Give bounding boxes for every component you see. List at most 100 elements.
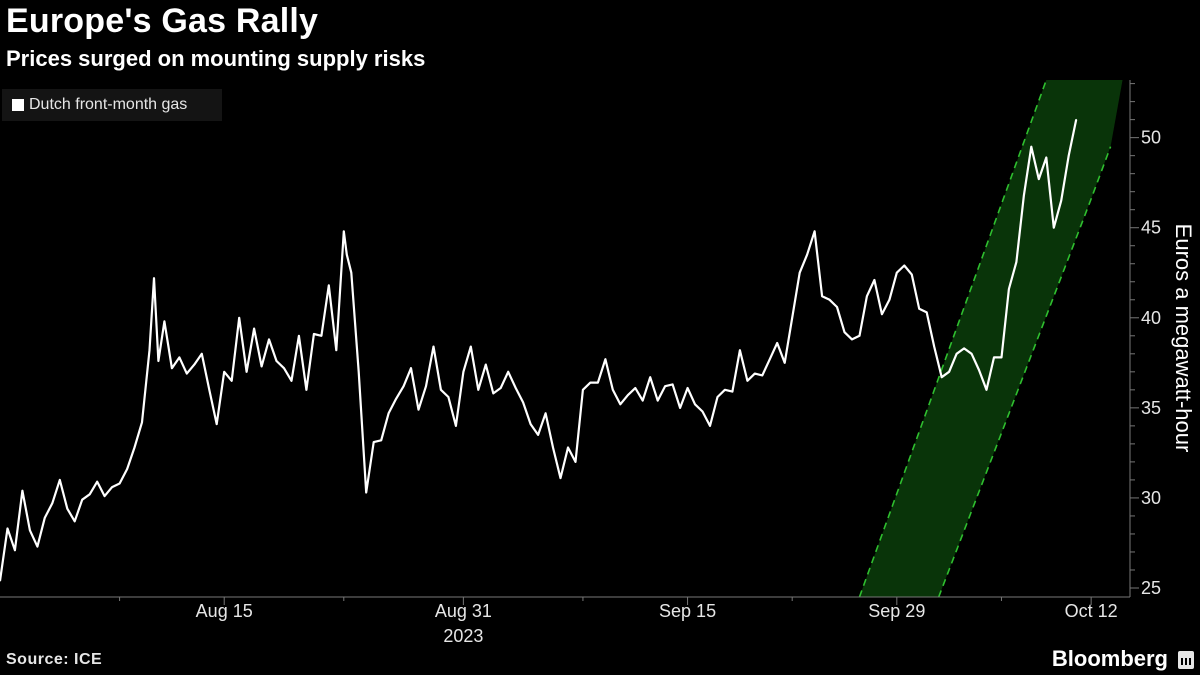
data-point bbox=[619, 403, 622, 406]
data-point bbox=[126, 468, 128, 470]
data-point bbox=[432, 345, 435, 348]
data-point bbox=[1015, 261, 1018, 263]
data-point bbox=[529, 423, 532, 425]
data-point bbox=[791, 316, 793, 319]
data-point bbox=[36, 545, 39, 548]
data-point bbox=[171, 367, 173, 370]
data-point bbox=[51, 502, 54, 505]
data-point bbox=[387, 412, 390, 415]
data-point bbox=[163, 320, 166, 323]
data-point bbox=[709, 425, 711, 427]
source-note: Source: ICE bbox=[6, 651, 103, 668]
data-point bbox=[813, 230, 816, 233]
data-point bbox=[462, 371, 465, 373]
data-point bbox=[111, 486, 113, 488]
data-point bbox=[664, 385, 666, 388]
data-point bbox=[522, 401, 524, 404]
data-point bbox=[776, 342, 779, 344]
data-point bbox=[821, 295, 823, 297]
data-point bbox=[589, 381, 592, 384]
x-tick-label: Sep 15 bbox=[659, 601, 716, 621]
trend-band-lower-edge bbox=[937, 146, 1112, 597]
data-point bbox=[985, 389, 988, 391]
data-point bbox=[103, 495, 106, 497]
data-point bbox=[881, 313, 883, 315]
data-point bbox=[612, 389, 614, 391]
data-point bbox=[559, 477, 562, 479]
data-point bbox=[335, 349, 338, 352]
data-point bbox=[305, 389, 308, 391]
trend-band-upper-edge bbox=[858, 80, 1048, 597]
data-point bbox=[260, 365, 263, 368]
x-tick-label: Aug 31 bbox=[435, 601, 492, 621]
data-point bbox=[395, 398, 397, 400]
data-point bbox=[552, 446, 554, 449]
data-point bbox=[903, 264, 906, 267]
data-point bbox=[754, 372, 756, 375]
data-point bbox=[507, 371, 510, 373]
data-point bbox=[290, 380, 293, 382]
data-point bbox=[828, 298, 831, 301]
data-point bbox=[253, 327, 255, 330]
data-point bbox=[656, 399, 659, 402]
data-point bbox=[298, 334, 300, 337]
data-point bbox=[843, 331, 846, 333]
data-point bbox=[230, 380, 233, 382]
data-point bbox=[455, 425, 457, 427]
data-point bbox=[425, 385, 427, 388]
data-point bbox=[153, 277, 155, 279]
data-point bbox=[1060, 199, 1063, 202]
data-point bbox=[365, 491, 368, 494]
chart-title: Europe's Gas Rally bbox=[6, 2, 319, 40]
data-point bbox=[357, 371, 360, 373]
data-point bbox=[447, 396, 450, 398]
data-point bbox=[948, 371, 950, 373]
data-point bbox=[283, 367, 285, 370]
data-point bbox=[320, 334, 323, 337]
data-point bbox=[223, 371, 226, 373]
x-year-label: 2023 bbox=[443, 626, 483, 646]
data-point bbox=[29, 529, 31, 532]
data-point bbox=[157, 360, 160, 362]
data-point bbox=[626, 394, 629, 397]
y-tick-label: 50 bbox=[1141, 128, 1161, 148]
y-tick-label: 40 bbox=[1141, 308, 1161, 328]
data-point bbox=[88, 493, 91, 496]
y-tick-label: 35 bbox=[1141, 398, 1161, 418]
data-point bbox=[73, 520, 76, 523]
data-point bbox=[1030, 145, 1033, 148]
data-point bbox=[1075, 118, 1077, 121]
data-point bbox=[313, 333, 315, 335]
data-point bbox=[1067, 154, 1070, 157]
chart-icon bbox=[1178, 651, 1194, 669]
data-point bbox=[1052, 226, 1055, 229]
data-point bbox=[716, 396, 719, 398]
data-point bbox=[186, 372, 188, 375]
data-point bbox=[746, 380, 749, 382]
data-point bbox=[514, 387, 517, 389]
data-point bbox=[955, 353, 958, 355]
data-point bbox=[345, 253, 348, 256]
x-tick-label: Sep 29 bbox=[868, 601, 925, 621]
data-point bbox=[649, 376, 651, 379]
trend-band bbox=[859, 80, 1123, 597]
data-point bbox=[200, 353, 203, 355]
data-point bbox=[686, 387, 689, 389]
data-point bbox=[604, 358, 607, 361]
data-point bbox=[679, 407, 681, 409]
data-point bbox=[1023, 194, 1025, 197]
y-tick-label: 45 bbox=[1141, 218, 1161, 238]
data-point bbox=[342, 230, 345, 233]
data-point bbox=[470, 345, 472, 348]
data-point bbox=[783, 362, 786, 364]
data-point bbox=[328, 284, 330, 287]
data-point bbox=[641, 399, 644, 402]
data-point bbox=[933, 345, 935, 348]
data-point bbox=[701, 410, 704, 413]
data-point bbox=[499, 387, 502, 389]
data-point bbox=[694, 403, 696, 406]
data-point bbox=[537, 434, 539, 436]
data-point bbox=[873, 279, 876, 281]
data-point bbox=[731, 390, 734, 393]
